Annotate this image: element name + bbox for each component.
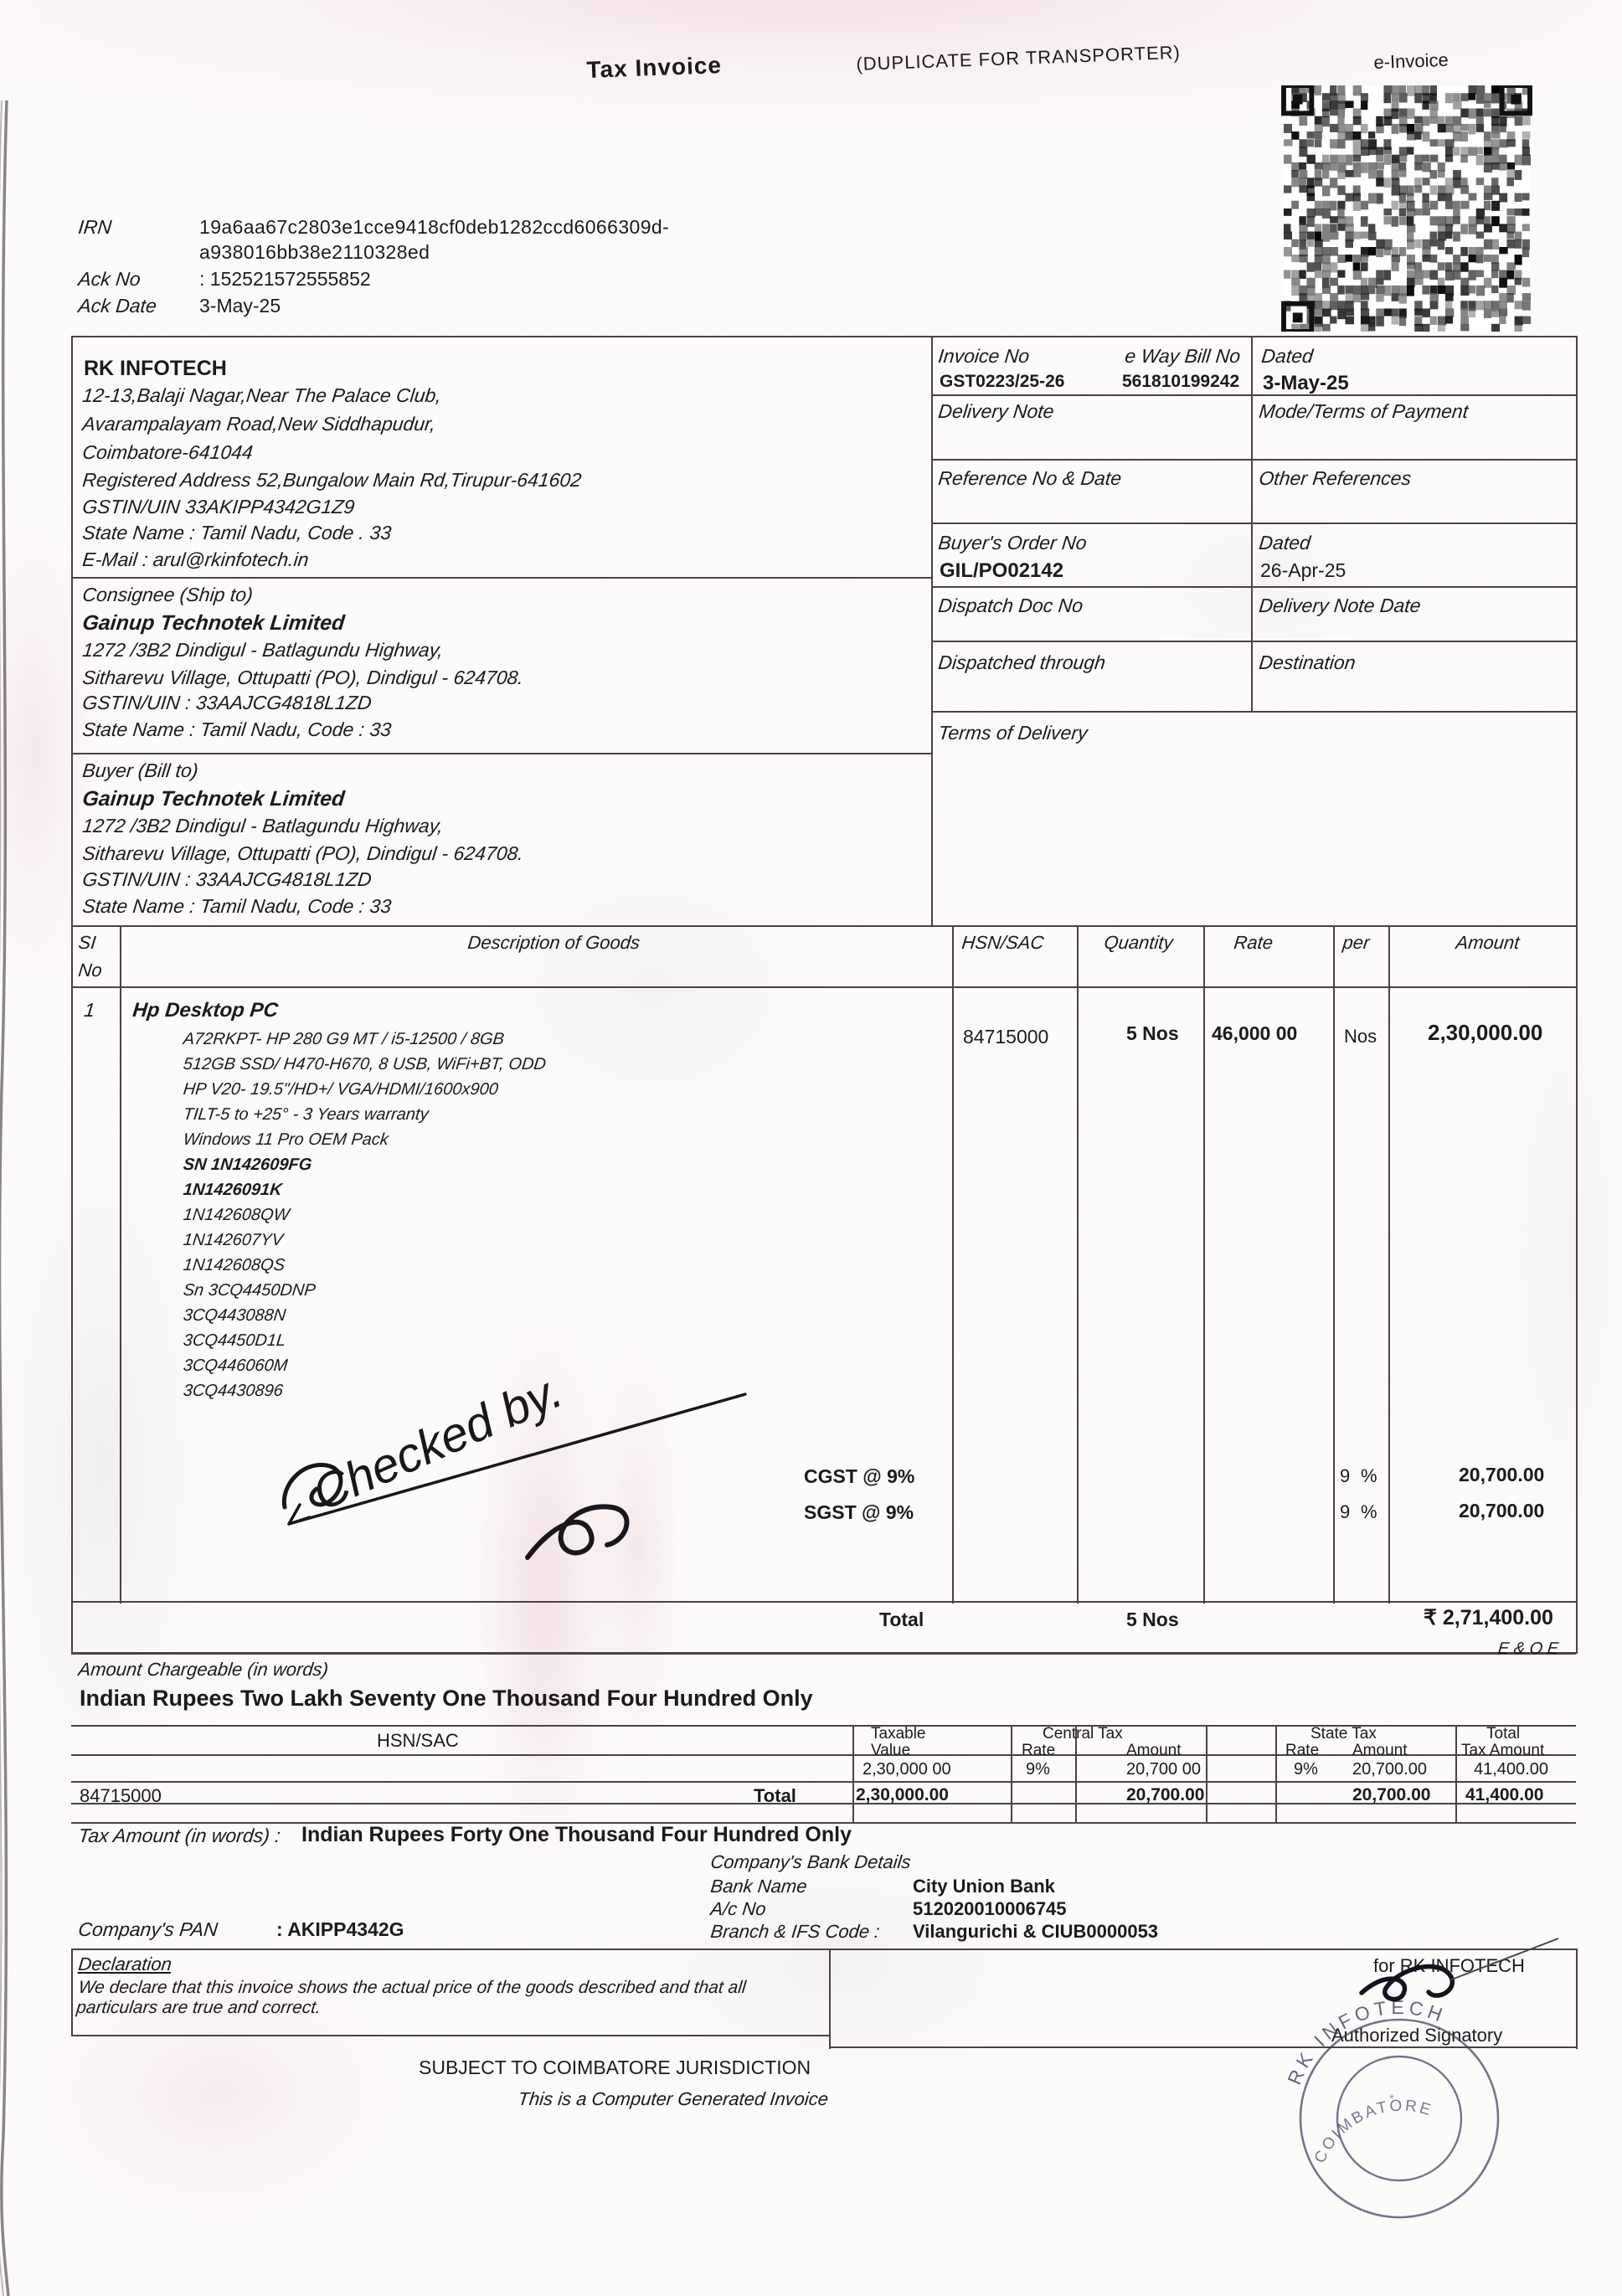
svg-text:Checked by.: Checked by.: [305, 1363, 570, 1521]
